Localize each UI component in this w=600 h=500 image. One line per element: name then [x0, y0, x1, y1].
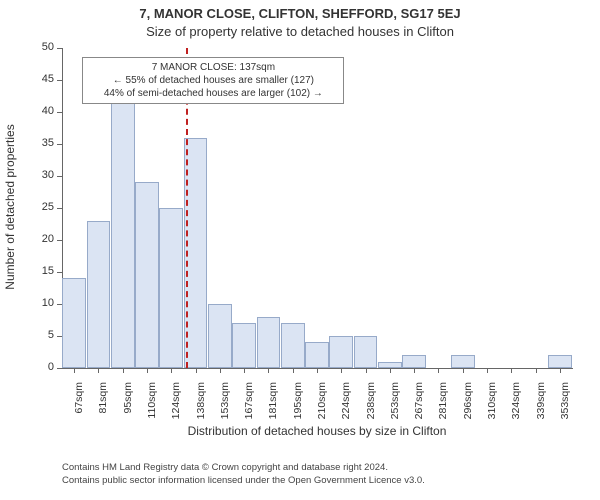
bar: [329, 336, 353, 368]
x-tick-mark: [414, 368, 415, 373]
footer-line-2: Contains public sector information licen…: [62, 475, 425, 486]
x-tick-mark: [98, 368, 99, 373]
y-tick-label: 30: [30, 169, 54, 181]
x-tick-mark: [317, 368, 318, 373]
bar: [548, 355, 572, 368]
annotation-line: 7 MANOR CLOSE: 137sqm: [89, 61, 337, 74]
x-tick-label: 339sqm: [535, 382, 547, 432]
bar: [62, 278, 86, 368]
bar: [257, 317, 281, 368]
bar: [281, 323, 305, 368]
annotation-line: 44% of semi-detached houses are larger (…: [89, 87, 337, 100]
x-tick-label: 124sqm: [170, 382, 182, 432]
bar: [208, 304, 232, 368]
x-tick-mark: [390, 368, 391, 373]
x-tick-label: 138sqm: [195, 382, 207, 432]
x-tick-label: 210sqm: [316, 382, 328, 432]
x-tick-mark: [341, 368, 342, 373]
x-tick-label: 310sqm: [486, 382, 498, 432]
footer-line-1: Contains HM Land Registry data © Crown c…: [62, 462, 388, 473]
x-tick-label: 95sqm: [122, 382, 134, 432]
y-tick-label: 50: [30, 41, 54, 53]
y-tick-label: 25: [30, 201, 54, 213]
x-tick-label: 281sqm: [437, 382, 449, 432]
chart-title-sub: Size of property relative to detached ho…: [0, 24, 600, 39]
x-tick-mark: [463, 368, 464, 373]
y-tick-label: 35: [30, 137, 54, 149]
x-tick-mark: [171, 368, 172, 373]
bar: [159, 208, 183, 368]
x-tick-label: 296sqm: [462, 382, 474, 432]
x-tick-label: 181sqm: [267, 382, 279, 432]
y-tick-label: 0: [30, 361, 54, 373]
x-tick-label: 224sqm: [340, 382, 352, 432]
x-tick-label: 167sqm: [243, 382, 255, 432]
bar: [87, 221, 111, 368]
x-tick-label: 253sqm: [389, 382, 401, 432]
y-tick-mark: [57, 176, 62, 177]
x-tick-label: 324sqm: [510, 382, 522, 432]
y-tick-label: 45: [30, 73, 54, 85]
y-tick-mark: [57, 48, 62, 49]
chart-title-main: 7, MANOR CLOSE, CLIFTON, SHEFFORD, SG17 …: [0, 6, 600, 21]
y-tick-label: 10: [30, 297, 54, 309]
annotation-line: ← 55% of detached houses are smaller (12…: [89, 74, 337, 87]
x-tick-mark: [123, 368, 124, 373]
annotation-box: 7 MANOR CLOSE: 137sqm← 55% of detached h…: [82, 57, 344, 104]
y-tick-mark: [57, 80, 62, 81]
bar: [451, 355, 475, 368]
x-tick-label: 81sqm: [97, 382, 109, 432]
bar: [232, 323, 256, 368]
x-tick-label: 110sqm: [146, 382, 158, 432]
x-tick-mark: [196, 368, 197, 373]
bar: [402, 355, 426, 368]
x-tick-mark: [560, 368, 561, 373]
x-tick-mark: [293, 368, 294, 373]
y-tick-mark: [57, 272, 62, 273]
y-tick-label: 5: [30, 329, 54, 341]
bar: [135, 182, 159, 368]
x-tick-mark: [74, 368, 75, 373]
y-tick-label: 20: [30, 233, 54, 245]
x-tick-mark: [536, 368, 537, 373]
x-tick-label: 267sqm: [413, 382, 425, 432]
y-axis-label: Number of detached properties: [3, 47, 17, 367]
y-tick-mark: [57, 208, 62, 209]
x-tick-mark: [268, 368, 269, 373]
bar: [111, 99, 135, 368]
x-tick-label: 67sqm: [73, 382, 85, 432]
x-tick-label: 195sqm: [292, 382, 304, 432]
y-tick-mark: [57, 112, 62, 113]
y-tick-mark: [57, 368, 62, 369]
x-tick-mark: [438, 368, 439, 373]
bar: [305, 342, 329, 368]
y-tick-label: 40: [30, 105, 54, 117]
x-tick-label: 353sqm: [559, 382, 571, 432]
x-tick-mark: [487, 368, 488, 373]
y-tick-mark: [57, 144, 62, 145]
x-tick-mark: [147, 368, 148, 373]
y-tick-mark: [57, 240, 62, 241]
x-tick-mark: [511, 368, 512, 373]
x-tick-mark: [244, 368, 245, 373]
x-tick-label: 238sqm: [365, 382, 377, 432]
x-tick-mark: [366, 368, 367, 373]
x-tick-mark: [220, 368, 221, 373]
y-tick-label: 15: [30, 265, 54, 277]
bar: [354, 336, 378, 368]
x-tick-label: 153sqm: [219, 382, 231, 432]
